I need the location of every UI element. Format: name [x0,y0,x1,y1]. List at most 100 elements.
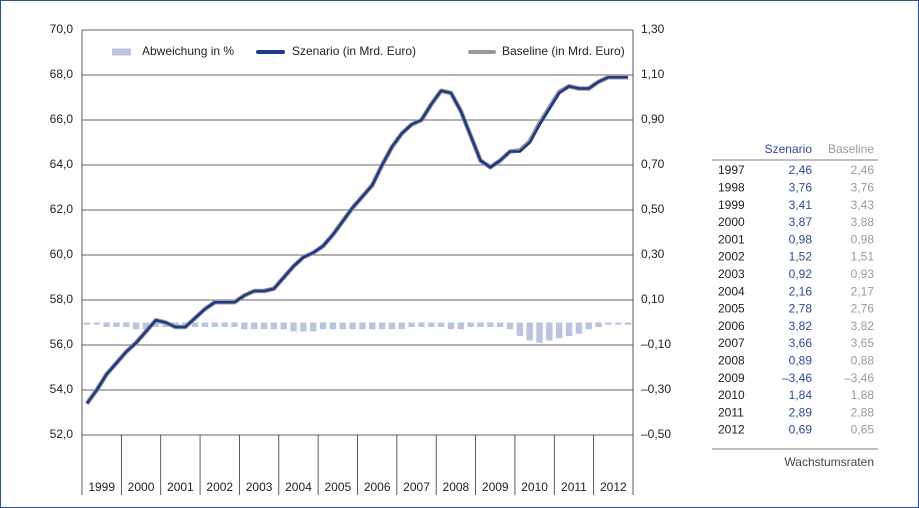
bar [496,322,504,327]
table-cell: 2008 [718,353,745,367]
table-cell: 2,89 [789,405,813,419]
bar [556,322,563,339]
bar [615,322,622,325]
bar [211,322,219,327]
table-cell: 0,88 [851,353,875,367]
x-tick-label: 2003 [246,480,273,494]
y-tick-label: 70,0 [50,22,74,36]
bar [516,322,524,336]
table-cell: 1,51 [851,250,875,264]
x-tick-label: 2006 [364,480,391,494]
y-tick-label: 54,0 [50,382,74,396]
y-tick-label: 64,0 [50,157,74,171]
table-cell: 0,65 [851,423,875,437]
bar [349,322,356,330]
y-tick-label: 58,0 [50,292,74,306]
y-tick-label: 60,0 [50,247,74,261]
bar [467,322,474,327]
table-cell: 2,78 [789,302,813,316]
x-tick-label: 2009 [482,480,509,494]
table-cell: 3,65 [851,336,875,350]
x-tick-label: 2004 [285,480,312,494]
x-tick-label: 2007 [403,480,430,494]
table-cell: 2,76 [851,302,875,316]
bar [270,322,278,330]
bar [201,322,209,327]
table-cell: 3,66 [789,336,813,350]
line [85,75,629,405]
x-tick-label: 2012 [600,480,627,494]
table-cell: 2004 [718,284,745,298]
x-tick-label: 2008 [443,480,470,494]
bar [123,322,130,327]
table-cell: 3,43 [851,198,875,212]
bar [605,322,612,325]
table-cell: 3,87 [789,215,813,229]
bar [447,322,455,330]
table-cell: 2011 [718,405,744,419]
bar [546,322,553,341]
y2-tick-label: –0,10 [641,337,671,351]
table-cell: 2010 [718,388,745,402]
bar [369,322,376,330]
table-cell: 2005 [718,302,745,316]
bar [191,322,199,327]
bar [329,322,337,330]
bar [290,322,297,332]
bar [506,322,514,330]
y2-tick-label: –0,50 [641,427,671,441]
table-cell: 2006 [718,319,745,333]
bar [280,322,287,330]
table-header: Baseline [828,142,874,156]
bar [408,322,415,327]
bar [359,322,366,330]
table-cell: –3,46 [782,371,812,385]
y2-tick-label: 0,70 [641,157,665,171]
bar [103,322,110,327]
table-cell: 3,41 [789,198,813,212]
legend-label: Baseline (in Mrd. Euro) [502,44,625,58]
bar [477,322,484,327]
bar [241,322,248,330]
y-tick-label: 62,0 [50,202,74,216]
y2-tick-label: –0,30 [641,382,671,396]
legend-background [95,40,620,64]
bar [310,322,317,332]
table-cell: 1998 [718,180,745,194]
table-cell: 2,46 [851,163,875,177]
y2-tick-label: 0,90 [641,112,665,126]
table-cell: 0,93 [851,267,875,281]
table-cell: 3,76 [789,180,813,194]
bar [132,322,140,330]
bar [565,322,573,336]
y-tick-label: 52,0 [50,427,74,441]
table-cell: 2,88 [851,405,875,419]
table-cell: 1997 [718,163,745,177]
bar [83,322,91,325]
x-tick-label: 2010 [521,480,548,494]
table-cell: 2001 [718,232,745,246]
table-cell: 2000 [718,215,745,229]
x-tick-label: 2005 [324,480,351,494]
bar [221,322,228,327]
table-cell: 3,82 [789,319,813,333]
table-cell: 2002 [718,250,745,264]
table-cell: 2,46 [789,163,813,177]
table-cell: 0,98 [789,232,813,246]
bar [231,322,238,327]
bar [152,322,159,327]
bar [250,322,258,330]
bar [595,322,602,327]
bar [585,322,592,330]
bar [378,322,386,330]
table-cell: 2,17 [851,284,875,298]
bar [113,322,120,327]
table-cell: 1,52 [789,250,813,264]
x-tick-label: 2001 [167,480,194,494]
bar [487,322,494,327]
bar [526,322,533,341]
bar [398,322,405,330]
y-tick-label: 66,0 [50,112,74,126]
